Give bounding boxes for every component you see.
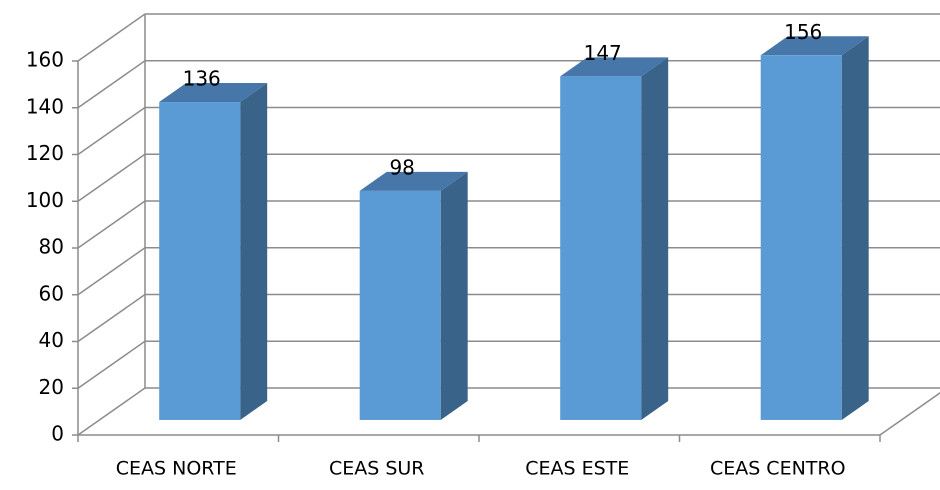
y-tick-label: 100 (26, 188, 64, 212)
data-label: 98 (389, 155, 414, 179)
bar (159, 102, 241, 420)
bar-side (841, 36, 869, 420)
y-tick-label: 60 (39, 281, 64, 305)
grid-line (77, 13, 146, 62)
x-tick-label: CEAS ESTE (525, 458, 629, 480)
bar (359, 190, 441, 420)
y-tick-label: 40 (39, 328, 64, 352)
bar-side (240, 83, 268, 420)
x-tick-label: CEAS NORTE (116, 458, 237, 480)
bar-top (359, 171, 468, 191)
grid-line (77, 60, 146, 109)
x-tick-label: CEAS CENTRO (710, 458, 846, 480)
floor-right (879, 391, 940, 436)
y-tick-label: 20 (39, 375, 64, 399)
data-label: 156 (784, 20, 822, 44)
bar (560, 76, 642, 420)
grid-line (77, 106, 146, 156)
bar (760, 55, 842, 420)
x-tick-label: CEAS SUR (329, 458, 425, 480)
data-label: 147 (584, 41, 622, 65)
bar-side (641, 57, 669, 420)
grid-line (77, 247, 146, 296)
bar-side (440, 171, 468, 420)
y-tick-label: 160 (26, 48, 64, 72)
y-tick-label: 80 (39, 235, 64, 259)
grid-line (77, 200, 146, 249)
y-tick-label: 0 (51, 422, 64, 446)
data-label: 136 (183, 67, 221, 91)
bar-top (159, 83, 268, 103)
bar-top (760, 36, 869, 56)
grid-line (77, 293, 146, 343)
grid-line (77, 340, 146, 389)
y-tick-label: 140 (26, 94, 64, 118)
grid-line (77, 153, 146, 202)
grid-line (77, 387, 146, 436)
bar-top (560, 57, 669, 77)
y-tick-label: 120 (26, 141, 64, 165)
